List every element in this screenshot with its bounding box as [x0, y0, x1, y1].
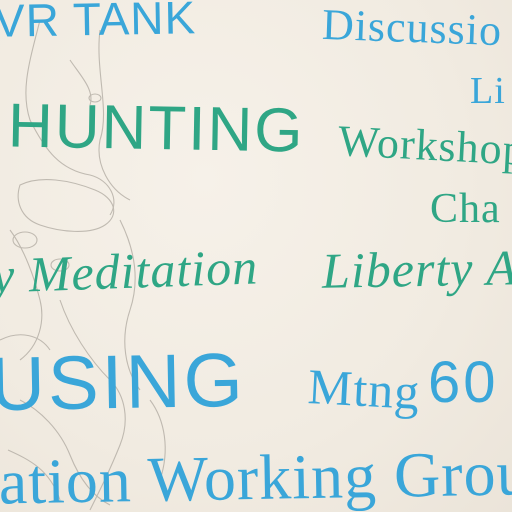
whiteboard-word: VR TANK [0, 0, 197, 47]
whiteboard-word: tation Working Grou [0, 437, 512, 512]
whiteboard-word: HUNTING [7, 91, 306, 166]
whiteboard-word: 60 [428, 350, 499, 415]
whiteboard-word: Discussio [321, 0, 503, 56]
whiteboard-word: USING [0, 337, 247, 428]
whiteboard-word: Liberty A [321, 239, 512, 299]
whiteboard-word: Workshop [336, 116, 512, 175]
whiteboard-word: Mtng [306, 358, 422, 420]
whiteboard-word: Cha [430, 186, 501, 232]
whiteboard-word: y Meditation [0, 238, 260, 304]
whiteboard-word: Li [470, 70, 506, 112]
